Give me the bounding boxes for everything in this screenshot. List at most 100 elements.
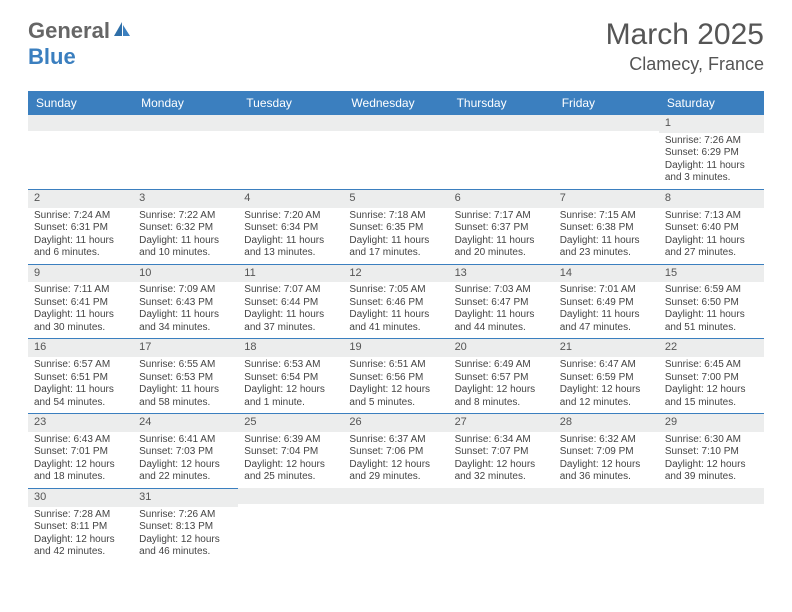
day-number [238, 115, 343, 131]
day-details: Sunrise: 7:28 AMSunset: 8:11 PMDaylight:… [28, 507, 133, 563]
day-number: 23 [28, 414, 133, 432]
daylight-text: Daylight: 11 hours and 27 minutes. [665, 235, 758, 260]
day-cell: 19Sunrise: 6:51 AMSunset: 6:56 PMDayligh… [343, 339, 448, 414]
day-number: 31 [133, 489, 238, 507]
title-block: March 2025 Clamecy, France [606, 18, 764, 75]
calendar-head: SundayMondayTuesdayWednesdayThursdayFrid… [28, 91, 764, 115]
sunset-text: Sunset: 6:29 PM [665, 147, 758, 160]
day-details [28, 131, 133, 137]
daylight-text: Daylight: 11 hours and 10 minutes. [139, 235, 232, 260]
day-cell: 2Sunrise: 7:24 AMSunset: 6:31 PMDaylight… [28, 189, 133, 264]
day-details: Sunrise: 7:15 AMSunset: 6:38 PMDaylight:… [554, 208, 659, 264]
sunrise-text: Sunrise: 6:59 AM [665, 284, 758, 297]
daylight-text: Daylight: 11 hours and 58 minutes. [139, 384, 232, 409]
day-number: 15 [659, 265, 764, 283]
daylight-text: Daylight: 12 hours and 15 minutes. [665, 384, 758, 409]
sunrise-text: Sunrise: 6:51 AM [349, 359, 442, 372]
day-number [133, 115, 238, 131]
day-number: 5 [343, 190, 448, 208]
daylight-text: Daylight: 12 hours and 46 minutes. [139, 534, 232, 559]
day-details [449, 131, 554, 137]
day-cell: 20Sunrise: 6:49 AMSunset: 6:57 PMDayligh… [449, 339, 554, 414]
day-cell: 27Sunrise: 6:34 AMSunset: 7:07 PMDayligh… [449, 414, 554, 489]
day-details: Sunrise: 7:24 AMSunset: 6:31 PMDaylight:… [28, 208, 133, 264]
day-details [554, 131, 659, 137]
day-number: 2 [28, 190, 133, 208]
sunset-text: Sunset: 6:49 PM [560, 297, 653, 310]
day-number: 21 [554, 339, 659, 357]
sunrise-text: Sunrise: 6:53 AM [244, 359, 337, 372]
daylight-text: Daylight: 11 hours and 44 minutes. [455, 309, 548, 334]
brand-part2: Blue [28, 44, 76, 70]
sunrise-text: Sunrise: 6:55 AM [139, 359, 232, 372]
sunrise-text: Sunrise: 7:24 AM [34, 210, 127, 223]
calendar-table: SundayMondayTuesdayWednesdayThursdayFrid… [28, 91, 764, 563]
day-cell [449, 488, 554, 562]
day-number: 10 [133, 265, 238, 283]
sunset-text: Sunset: 6:53 PM [139, 372, 232, 385]
daylight-text: Daylight: 11 hours and 54 minutes. [34, 384, 127, 409]
day-number [449, 115, 554, 131]
day-cell: 7Sunrise: 7:15 AMSunset: 6:38 PMDaylight… [554, 189, 659, 264]
day-cell: 8Sunrise: 7:13 AMSunset: 6:40 PMDaylight… [659, 189, 764, 264]
day-cell: 14Sunrise: 7:01 AMSunset: 6:49 PMDayligh… [554, 264, 659, 339]
day-details: Sunrise: 7:26 AMSunset: 8:13 PMDaylight:… [133, 507, 238, 563]
day-details [238, 504, 343, 510]
day-number: 4 [238, 190, 343, 208]
day-details: Sunrise: 6:45 AMSunset: 7:00 PMDaylight:… [659, 357, 764, 413]
daylight-text: Daylight: 12 hours and 1 minute. [244, 384, 337, 409]
daylight-text: Daylight: 11 hours and 23 minutes. [560, 235, 653, 260]
day-cell: 23Sunrise: 6:43 AMSunset: 7:01 PMDayligh… [28, 414, 133, 489]
day-details: Sunrise: 7:09 AMSunset: 6:43 PMDaylight:… [133, 282, 238, 338]
daylight-text: Daylight: 11 hours and 51 minutes. [665, 309, 758, 334]
daylight-text: Daylight: 11 hours and 3 minutes. [665, 160, 758, 185]
sunrise-text: Sunrise: 6:43 AM [34, 434, 127, 447]
day-number: 27 [449, 414, 554, 432]
day-header: Sunday [28, 91, 133, 115]
sunrise-text: Sunrise: 7:26 AM [139, 509, 232, 522]
day-cell [343, 115, 448, 189]
sunrise-text: Sunrise: 7:05 AM [349, 284, 442, 297]
day-cell: 17 Sunrise: 6:55 AMSunset: 6:53 PMDayligh… [133, 339, 238, 414]
daylight-text: Daylight: 11 hours and 13 minutes. [244, 235, 337, 260]
sunrise-text: Sunrise: 7:07 AM [244, 284, 337, 297]
day-number: 25 [238, 414, 343, 432]
day-details: Sunrise: 6:57 AMSunset: 6:51 PMDaylight:… [28, 357, 133, 413]
day-details: Sunrise: 6:39 AMSunset: 7:04 PMDaylight:… [238, 432, 343, 488]
day-details: Sunrise: 6:59 AMSunset: 6:50 PMDaylight:… [659, 282, 764, 338]
daylight-text: Daylight: 12 hours and 18 minutes. [34, 459, 127, 484]
day-number: 1 [659, 115, 764, 133]
day-number: 7 [554, 190, 659, 208]
sunset-text: Sunset: 6:43 PM [139, 297, 232, 310]
daylight-text: Daylight: 11 hours and 20 minutes. [455, 235, 548, 260]
day-number: 17 [133, 339, 238, 357]
sunset-text: Sunset: 6:35 PM [349, 222, 442, 235]
day-details [449, 504, 554, 510]
sunrise-text: Sunrise: 7:26 AM [665, 135, 758, 148]
day-cell: 30Sunrise: 7:28 AMSunset: 8:11 PMDayligh… [28, 488, 133, 562]
daylight-text: Daylight: 12 hours and 12 minutes. [560, 384, 653, 409]
daylight-text: Daylight: 11 hours and 30 minutes. [34, 309, 127, 334]
sunrise-text: Sunrise: 6:57 AM [34, 359, 127, 372]
day-cell [238, 115, 343, 189]
day-number: 28 [554, 414, 659, 432]
sunrise-text: Sunrise: 7:11 AM [34, 284, 127, 297]
daylight-text: Daylight: 12 hours and 25 minutes. [244, 459, 337, 484]
sunrise-text: Sunrise: 6:32 AM [560, 434, 653, 447]
day-cell: 29Sunrise: 6:30 AMSunset: 7:10 PMDayligh… [659, 414, 764, 489]
daylight-text: Daylight: 12 hours and 22 minutes. [139, 459, 232, 484]
day-details: Sunrise: 6:43 AMSunset: 7:01 PMDaylight:… [28, 432, 133, 488]
sunset-text: Sunset: 6:54 PM [244, 372, 337, 385]
day-number: 9 [28, 265, 133, 283]
sunrise-text: Sunrise: 7:28 AM [34, 509, 127, 522]
sunset-text: Sunset: 7:09 PM [560, 446, 653, 459]
day-details: Sunrise: 6:30 AMSunset: 7:10 PMDaylight:… [659, 432, 764, 488]
sunrise-text: Sunrise: 7:01 AM [560, 284, 653, 297]
sunrise-text: Sunrise: 6:49 AM [455, 359, 548, 372]
day-cell: 9Sunrise: 7:11 AMSunset: 6:41 PMDaylight… [28, 264, 133, 339]
sunrise-text: Sunrise: 6:47 AM [560, 359, 653, 372]
day-number [449, 488, 554, 504]
day-number: 18 [238, 339, 343, 357]
day-details [343, 131, 448, 137]
sunset-text: Sunset: 6:44 PM [244, 297, 337, 310]
